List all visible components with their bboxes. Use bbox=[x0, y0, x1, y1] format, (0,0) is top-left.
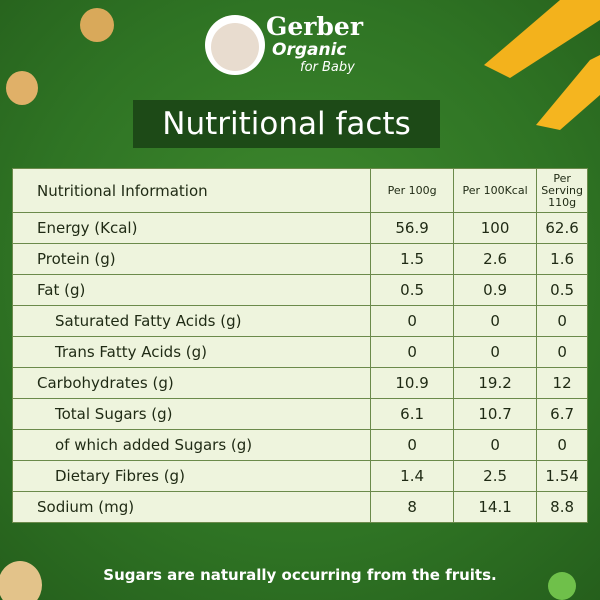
value-cell: 56.9 bbox=[370, 212, 454, 244]
row-label: of which added Sugars (g) bbox=[11, 429, 372, 461]
mango bbox=[536, 55, 600, 130]
value-cell: 0.9 bbox=[452, 274, 538, 306]
value-cell: 0 bbox=[452, 336, 538, 368]
value-cell: 8 bbox=[370, 491, 454, 523]
table-row: Trans Fatty Acids (g) 0 0 0 bbox=[11, 336, 588, 368]
mango bbox=[484, 0, 600, 78]
value-cell: 0 bbox=[370, 429, 454, 461]
value-cell: 1.5 bbox=[370, 243, 454, 275]
row-label: Saturated Fatty Acids (g) bbox=[11, 305, 372, 337]
value-cell: 1.4 bbox=[370, 460, 454, 492]
row-label: Dietary Fibres (g) bbox=[11, 460, 372, 492]
value-cell: 0 bbox=[370, 305, 454, 337]
value-cell: 2.6 bbox=[452, 243, 538, 275]
table-row: Dietary Fibres (g) 1.4 2.5 1.54 bbox=[11, 460, 588, 492]
value-cell: 0 bbox=[536, 305, 588, 337]
nutrition-table: Nutritional Information Per 100g Per 100Kc… bbox=[11, 168, 588, 523]
header-cell: Per 100g bbox=[370, 168, 454, 213]
table-row: Total Sugars (g) 6.1 10.7 6.7 bbox=[11, 398, 588, 430]
value-cell: 0 bbox=[536, 429, 588, 461]
row-label: Total Sugars (g) bbox=[11, 398, 372, 430]
header-cell: Per Serving 110g bbox=[536, 168, 588, 213]
value-cell: 100 bbox=[452, 212, 538, 244]
value-cell: 0.5 bbox=[370, 274, 454, 306]
value-cell: 0.5 bbox=[536, 274, 588, 306]
value-cell: 8.8 bbox=[536, 491, 588, 523]
table-row: Sodium (mg) 8 14.1 8.8 bbox=[11, 491, 588, 523]
value-cell: 1.54 bbox=[536, 460, 588, 492]
brand-tagline: for Baby bbox=[300, 60, 355, 75]
table-row: Carbohydrates (g) 10.9 19.2 12 bbox=[11, 367, 588, 399]
logo-face bbox=[211, 23, 259, 71]
table-row: Protein (g) 1.5 2.6 1.6 bbox=[11, 243, 588, 275]
row-label: Fat (g) bbox=[11, 274, 372, 306]
header-cell: Per 100Kcal bbox=[452, 168, 538, 213]
chickpea bbox=[0, 561, 42, 600]
value-cell: 0 bbox=[370, 336, 454, 368]
row-label: Energy (Kcal) bbox=[11, 212, 372, 244]
value-cell: 6.7 bbox=[536, 398, 588, 430]
brand-line: Organic bbox=[272, 40, 347, 60]
value-cell: 0 bbox=[536, 336, 588, 368]
chickpea bbox=[6, 71, 38, 105]
table-row: Saturated Fatty Acids (g) 0 0 0 bbox=[11, 305, 588, 337]
footer-note: Sugars are naturally occurring from the … bbox=[103, 566, 497, 584]
value-cell: 19.2 bbox=[452, 367, 538, 399]
value-cell: 12 bbox=[536, 367, 588, 399]
row-label: Trans Fatty Acids (g) bbox=[11, 336, 372, 368]
row-label: Protein (g) bbox=[11, 243, 372, 275]
row-label: Sodium (mg) bbox=[11, 491, 372, 523]
pea bbox=[548, 572, 576, 600]
value-cell: 62.6 bbox=[536, 212, 588, 244]
header-cell: Nutritional Information bbox=[11, 168, 372, 213]
value-cell: 1.6 bbox=[536, 243, 588, 275]
header-row: Nutritional Information Per 100g Per 100Kc… bbox=[11, 168, 588, 213]
value-cell: 2.5 bbox=[452, 460, 538, 492]
row-label: Carbohydrates (g) bbox=[11, 367, 372, 399]
chickpea bbox=[80, 8, 114, 42]
table-row: Fat (g) 0.5 0.9 0.5 bbox=[11, 274, 588, 306]
value-cell: 14.1 bbox=[452, 491, 538, 523]
value-cell: 0 bbox=[452, 429, 538, 461]
value-cell: 10.7 bbox=[452, 398, 538, 430]
brand-name: Gerber bbox=[266, 12, 363, 41]
value-cell: 10.9 bbox=[370, 367, 454, 399]
value-cell: 6.1 bbox=[370, 398, 454, 430]
table-row: of which added Sugars (g) 0 0 0 bbox=[11, 429, 588, 461]
table-row: Energy (Kcal) 56.9 100 62.6 bbox=[11, 212, 588, 244]
title: Nutritional facts bbox=[133, 100, 440, 148]
value-cell: 0 bbox=[452, 305, 538, 337]
